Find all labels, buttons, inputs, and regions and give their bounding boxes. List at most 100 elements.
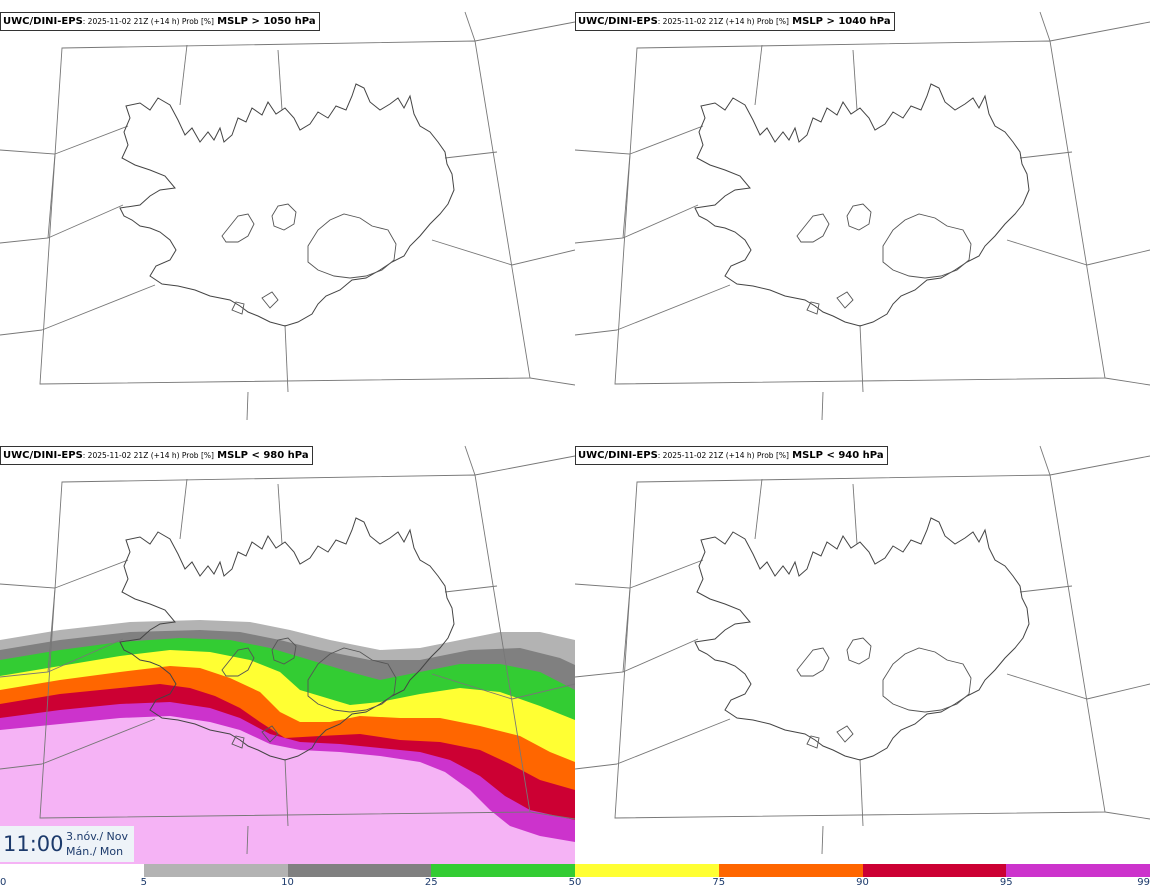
threshold-label: MSLP > 1040 hPa: [792, 16, 891, 27]
grid-line: [47, 638, 124, 673]
grid-line: [0, 583, 56, 678]
glacier-outline: [231, 735, 245, 749]
grid-line: [431, 239, 575, 266]
glacier-outline: [271, 203, 297, 231]
threshold-label: MSLP < 940 hPa: [792, 450, 884, 461]
grid-line: [474, 455, 575, 476]
map-panel-bottom-right: UWC/DINI-EPS: 2025-11-02 21Z (+14 h) Pro…: [575, 432, 1150, 864]
glacier-outline: [846, 637, 872, 665]
grid-line: [575, 329, 618, 336]
colorbar-tick-label: 25: [424, 877, 438, 888]
panel-title: UWC/DINI-EPS: 2025-11-02 21Z (+14 h) Pro…: [0, 446, 313, 465]
valid-weekday: Mán./ Mon: [66, 845, 124, 858]
grid-line: [852, 49, 858, 111]
grid-line: [1039, 11, 1051, 42]
glacier-outline: [221, 213, 255, 243]
grid-line: [622, 638, 699, 673]
colorbar-tick-label: 50: [568, 877, 582, 888]
colorbar-tick-label: 95: [999, 877, 1013, 888]
grid-line: [859, 324, 864, 393]
glacier-outline: [796, 213, 830, 243]
glacier-outline: [796, 647, 830, 677]
grid-line: [1049, 21, 1150, 42]
grid-line: [1104, 377, 1150, 386]
grid-line: [179, 478, 188, 540]
colorbar-segment: [143, 864, 288, 877]
model-name: UWC/DINI-EPS: [578, 450, 658, 461]
probability-field: [0, 620, 575, 864]
coastline: [694, 83, 1030, 327]
grid-line: [754, 478, 763, 540]
run-info: : 2025-11-02 21Z (+14 h) Prob [%]: [657, 17, 789, 26]
valid-time: 11:00: [3, 832, 64, 856]
grid-line: [1049, 455, 1150, 476]
panel-title: UWC/DINI-EPS: 2025-11-02 21Z (+14 h) Pro…: [575, 446, 888, 465]
grid-line: [1006, 239, 1150, 266]
glacier-outline: [231, 301, 245, 315]
grid-line: [444, 585, 498, 593]
colorbar-tick-label: 10: [281, 877, 294, 888]
run-info: : 2025-11-02 21Z (+14 h) Prob [%]: [82, 17, 214, 26]
panel-title: UWC/DINI-EPS: 2025-11-02 21Z (+14 h) Pro…: [575, 12, 895, 31]
grid-line: [54, 559, 129, 589]
glacier-outline: [846, 203, 872, 231]
grid-line: [431, 673, 575, 700]
valid-time-box: 11:00 3.nóv./ Nov Mán./ Mon: [0, 826, 134, 862]
colorbar-segment: [431, 864, 575, 877]
grid-line: [575, 763, 618, 770]
grid-line: [246, 825, 249, 855]
grid-line: [444, 151, 498, 159]
grid-line: [277, 483, 283, 545]
probability-band: [0, 716, 575, 864]
colorbar-tick-label: 99: [1137, 877, 1150, 888]
grid-line: [1019, 585, 1073, 593]
grid-line: [1019, 151, 1073, 159]
colorbar-segment: [718, 864, 863, 877]
grid-line: [1104, 811, 1150, 820]
grid-line: [754, 44, 763, 106]
grid-line: [852, 483, 858, 545]
glacier-outline: [221, 647, 255, 677]
grid-line: [629, 559, 704, 589]
grid-line: [622, 204, 699, 239]
colorbar-segment: [287, 864, 432, 877]
colorbar-tick-label: 5: [140, 877, 147, 888]
glacier-outline: [836, 291, 854, 309]
grid-line: [0, 763, 43, 770]
model-name: UWC/DINI-EPS: [578, 16, 658, 27]
grid-line: [616, 284, 731, 331]
grid-line: [821, 391, 824, 421]
map-canvas: [575, 445, 1150, 855]
colorbar-segment: [0, 864, 144, 877]
coastline: [119, 517, 455, 761]
colorbar-segment: [1006, 864, 1150, 877]
grid-line: [41, 284, 156, 331]
coastline: [694, 517, 1030, 761]
grid-line: [54, 125, 129, 155]
grid-line: [0, 329, 43, 336]
grid-line: [821, 825, 824, 855]
panel-title: UWC/DINI-EPS: 2025-11-02 21Z (+14 h) Pro…: [0, 12, 320, 31]
grid-line: [284, 758, 289, 827]
grid-line: [1006, 673, 1150, 700]
glacier-outline: [882, 213, 972, 279]
map-canvas: [0, 445, 575, 864]
glacier-outline: [882, 647, 972, 713]
grid-line: [47, 204, 124, 239]
grid-line: [529, 377, 575, 386]
glacier-outline: [307, 647, 397, 713]
map-canvas: [0, 11, 575, 421]
grid-line: [859, 758, 864, 827]
grid-line: [179, 44, 188, 106]
grid-line: [575, 583, 631, 678]
grid-line: [474, 21, 575, 42]
colorbar-segment: [575, 864, 719, 877]
threshold-label: MSLP > 1050 hPa: [217, 16, 316, 27]
model-name: UWC/DINI-EPS: [3, 16, 83, 27]
map-panel-top-left: UWC/DINI-EPS: 2025-11-02 21Z (+14 h) Pro…: [0, 0, 575, 432]
grid-line: [41, 718, 156, 765]
map-panel-top-right: UWC/DINI-EPS: 2025-11-02 21Z (+14 h) Pro…: [575, 0, 1150, 432]
map-canvas: [575, 11, 1150, 421]
colorbar-segment: [862, 864, 1007, 877]
grid-line: [575, 149, 631, 244]
